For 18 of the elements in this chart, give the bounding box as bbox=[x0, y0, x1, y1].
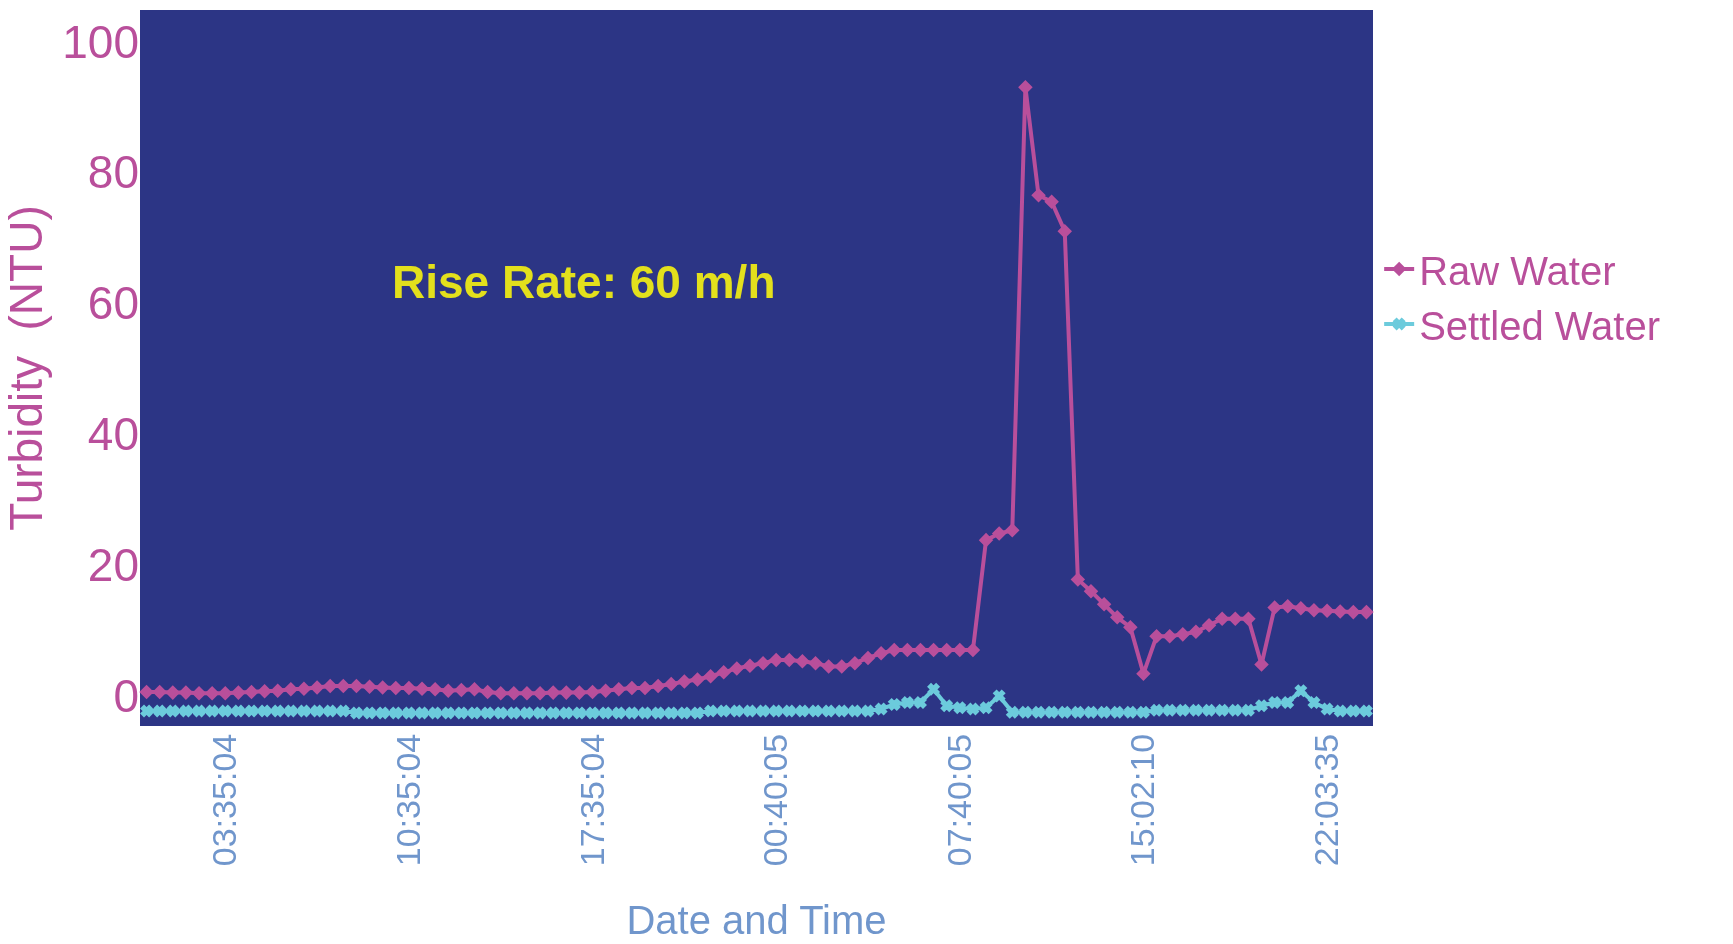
annotation: Rise Rate: 60 m/h bbox=[392, 256, 776, 308]
y-tick-label: 80 bbox=[87, 146, 139, 199]
y-tick-label: 0 bbox=[113, 669, 139, 722]
x-tick-label: 10:35:04 bbox=[388, 733, 427, 867]
legend-label: Settled Water bbox=[1419, 303, 1661, 348]
x-axis-title: Date and Time bbox=[626, 897, 887, 942]
y-tick-label: 20 bbox=[87, 539, 139, 592]
y-tick-label: 40 bbox=[87, 408, 139, 461]
x-tick-label: 15:02:10 bbox=[1123, 733, 1162, 867]
y-axis-title: Turbidity (NTU) bbox=[0, 205, 52, 531]
y-tick-label: 100 bbox=[62, 15, 139, 68]
x-tick-label: 03:35:04 bbox=[205, 733, 244, 867]
y-tick-label: 60 bbox=[87, 277, 139, 330]
x-tick-label: 22:03:35 bbox=[1307, 733, 1346, 867]
x-tick-label: 07:40:05 bbox=[939, 733, 978, 867]
x-tick-label: 17:35:04 bbox=[572, 733, 611, 867]
legend-label: Raw Water bbox=[1419, 248, 1616, 293]
x-tick-label: 00:40:05 bbox=[756, 733, 795, 867]
